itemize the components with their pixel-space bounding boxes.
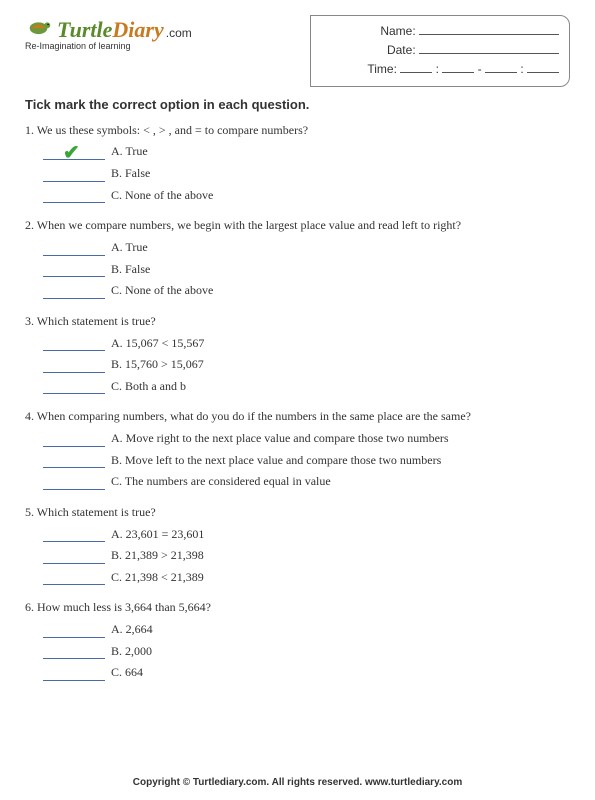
option-label: A. True	[111, 144, 148, 160]
option-label: A. 2,664	[111, 622, 153, 638]
question: 1. We us these symbols: < , > , and = to…	[25, 122, 570, 204]
option-label: A. 15,067 < 15,567	[111, 336, 204, 352]
time-label: Time:	[367, 62, 397, 76]
answer-blank[interactable]	[43, 242, 105, 256]
check-icon: ✔	[63, 140, 80, 165]
answer-blank[interactable]	[43, 168, 105, 182]
logo-word-2: Diary	[112, 17, 163, 43]
answer-blank[interactable]	[43, 380, 105, 394]
meta-time-row: Time: : - :	[321, 60, 559, 79]
time-m2-input[interactable]	[527, 72, 559, 73]
instruction-text: Tick mark the correct option in each que…	[25, 97, 570, 112]
answer-option: B. Move left to the next place value and…	[43, 453, 570, 469]
answer-blank[interactable]	[43, 189, 105, 203]
logo-tagline: Re-Imagination of learning	[25, 41, 192, 51]
question-text: 4. When comparing numbers, what do you d…	[25, 408, 570, 425]
time-colon-1: :	[436, 62, 439, 76]
time-colon-2: :	[520, 62, 523, 76]
option-label: B. 2,000	[111, 644, 152, 660]
answer-blank[interactable]: ✔	[43, 146, 105, 160]
answer-option: ✔ A. True	[43, 144, 570, 160]
questions-container: 1. We us these symbols: < , > , and = to…	[25, 122, 570, 681]
answer-blank[interactable]	[43, 624, 105, 638]
answer-option: C. 664	[43, 665, 570, 681]
answer-blank[interactable]	[43, 337, 105, 351]
question-text: 2. When we compare numbers, we begin wit…	[25, 217, 570, 234]
answer-option: C. Both a and b	[43, 379, 570, 395]
option-label: B. 15,760 > 15,067	[111, 357, 204, 373]
answer-option: B. 15,760 > 15,067	[43, 357, 570, 373]
question: 5. Which statement is true? A. 23,601 = 2…	[25, 504, 570, 586]
option-label: C. The numbers are considered equal in v…	[111, 474, 331, 490]
meta-date-row: Date:	[321, 41, 559, 60]
question: 3. Which statement is true? A. 15,067 < 1…	[25, 313, 570, 395]
answer-blank[interactable]	[43, 433, 105, 447]
option-label: C. 664	[111, 665, 143, 681]
answer-option: C. 21,398 < 21,389	[43, 570, 570, 586]
option-label: B. False	[111, 166, 150, 182]
answer-option: C. None of the above	[43, 188, 570, 204]
footer-text: Copyright © Turtlediary.com. All rights …	[0, 777, 595, 788]
option-label: C. Both a and b	[111, 379, 186, 395]
option-label: A. True	[111, 240, 148, 256]
answer-option: B. 2,000	[43, 644, 570, 660]
time-m1-input[interactable]	[442, 72, 474, 73]
answer-option: B. 21,389 > 21,398	[43, 548, 570, 564]
option-label: C. 21,398 < 21,389	[111, 570, 204, 586]
option-label: B. 21,389 > 21,398	[111, 548, 204, 564]
question: 2. When we compare numbers, we begin wit…	[25, 217, 570, 299]
option-label: C. None of the above	[111, 283, 213, 299]
answer-option: A. Move right to the next place value an…	[43, 431, 570, 447]
answer-blank[interactable]	[43, 571, 105, 585]
time-h1-input[interactable]	[400, 72, 432, 73]
logo-word-1: Turtle	[57, 17, 112, 43]
meta-name-row: Name:	[321, 22, 559, 41]
meta-box: Name: Date: Time: : - :	[310, 15, 570, 87]
question-text: 5. Which statement is true?	[25, 504, 570, 521]
answer-blank[interactable]	[43, 667, 105, 681]
answer-blank[interactable]	[43, 285, 105, 299]
time-h2-input[interactable]	[485, 72, 517, 73]
option-label: A. Move right to the next place value an…	[111, 431, 449, 447]
answer-blank[interactable]	[43, 263, 105, 277]
answer-blank[interactable]	[43, 645, 105, 659]
option-label: C. None of the above	[111, 188, 213, 204]
logo-block: Turtle Diary .com Re-Imagination of lear…	[25, 15, 192, 51]
answer-option: C. None of the above	[43, 283, 570, 299]
question-text: 3. Which statement is true?	[25, 313, 570, 330]
name-input[interactable]	[419, 34, 559, 35]
option-label: A. 23,601 = 23,601	[111, 527, 204, 543]
date-input[interactable]	[419, 53, 559, 54]
answer-option: A. 23,601 = 23,601	[43, 527, 570, 543]
answer-blank[interactable]	[43, 359, 105, 373]
answer-option: A. True	[43, 240, 570, 256]
question: 6. How much less is 3,664 than 5,664? A. …	[25, 599, 570, 681]
question-text: 6. How much less is 3,664 than 5,664?	[25, 599, 570, 616]
option-label: B. Move left to the next place value and…	[111, 453, 441, 469]
answer-blank[interactable]	[43, 476, 105, 490]
answer-option: A. 15,067 < 15,567	[43, 336, 570, 352]
answer-blank[interactable]	[43, 528, 105, 542]
answer-option: B. False	[43, 166, 570, 182]
turtle-icon	[25, 15, 55, 37]
answer-blank[interactable]	[43, 454, 105, 468]
date-label: Date:	[387, 43, 416, 57]
name-label: Name:	[380, 24, 415, 38]
option-label: B. False	[111, 262, 150, 278]
question-text: 1. We us these symbols: < , > , and = to…	[25, 122, 570, 139]
answer-option: C. The numbers are considered equal in v…	[43, 474, 570, 490]
logo-suffix: .com	[166, 26, 192, 40]
header: Turtle Diary .com Re-Imagination of lear…	[25, 15, 570, 87]
answer-option: A. 2,664	[43, 622, 570, 638]
question: 4. When comparing numbers, what do you d…	[25, 408, 570, 490]
answer-option: B. False	[43, 262, 570, 278]
time-dash: -	[478, 62, 482, 76]
answer-blank[interactable]	[43, 550, 105, 564]
